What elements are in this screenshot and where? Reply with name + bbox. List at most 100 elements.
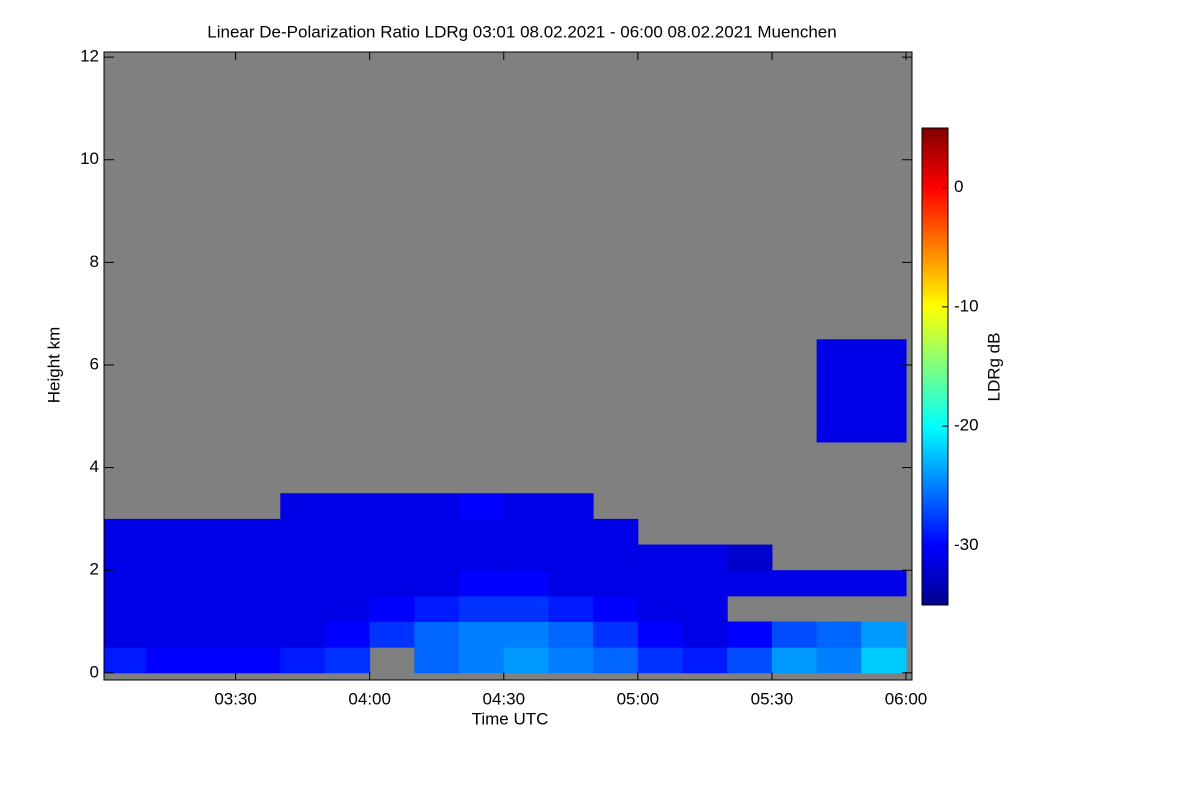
heatmap-cell [324,544,371,571]
heatmap-cell [682,544,728,571]
heatmap-cell [235,518,281,546]
heatmap-cell [280,544,326,571]
heatmap-cell [816,364,862,392]
heatmap-cell [771,621,818,648]
y-tick-label: 8 [90,252,99,271]
heatmap-cell [637,570,684,597]
heatmap-cell [816,647,862,674]
heatmap-cell [104,595,147,623]
heatmap-cell [727,621,773,648]
heatmap-cell [280,518,326,546]
heatmap-cell [816,390,862,417]
heatmap-cell [637,595,684,623]
y-tick-label: 4 [90,457,99,476]
heatmap-cell [548,621,594,648]
heatmap-cell [548,570,594,597]
heatmap-cell [459,570,505,597]
y-tick-label: 0 [90,662,99,681]
heatmap-cell [637,647,684,674]
heatmap-cell [280,647,326,674]
heatmap-cell [235,595,281,623]
heatmap-cell [324,570,371,597]
heatmap-cell [104,647,147,674]
heatmap-cell [324,647,371,674]
heatmap-cell [682,621,728,648]
heatmap-cell [593,518,639,546]
y-tick-label: 10 [80,149,99,168]
heatmap-cell [190,647,237,674]
heatmap-cell [503,647,549,674]
heatmap-cell [459,621,505,648]
heatmap-cell [593,544,639,571]
heatmap-cell [593,621,639,648]
x-tick-label: 05:30 [751,689,794,708]
heatmap-cell [682,570,728,597]
heatmap-cell [593,595,639,623]
heatmap-cell [816,416,862,443]
y-tick-label: 6 [90,354,99,373]
heatmap-cell [771,570,818,597]
heatmap-cell [861,570,907,597]
y-tick-label: 2 [90,560,99,579]
heatmap-cell [414,493,460,520]
heatmap-cell [459,647,505,674]
heatmap-cell [235,621,281,648]
heatmap-cell [146,570,192,597]
heatmap-cell [727,570,773,597]
colorbar-tick-label: -20 [954,416,979,435]
heatmap-cell [637,621,684,648]
heatmap-cell [861,647,907,674]
plot-frame [103,51,913,681]
heatmap-cell [682,595,728,623]
x-tick-label: 04:30 [482,689,525,708]
heatmap-cell [369,518,415,546]
heatmap-cell [459,518,505,546]
heatmap-cell [146,544,192,571]
heatmap-cell [190,570,237,597]
heatmap-cell [593,570,639,597]
heatmap-cell [190,544,237,571]
heatmap-cell [146,595,192,623]
heatmap-cell [414,647,460,674]
heatmap-cell [369,544,415,571]
heatmap-cell [414,621,460,648]
heatmap-cell [190,518,237,546]
colorbar-tick-label: 0 [954,177,963,196]
heatmap-cell [104,621,147,648]
x-tick-label: 06:00 [885,689,928,708]
heatmap-cell [280,621,326,648]
y-axis-label: Height km [44,327,63,404]
heatmap-cell [503,595,549,623]
heatmap-cell [369,493,415,520]
heatmap-cell [369,595,415,623]
heatmap-cell [324,621,371,648]
heatmap-cell [190,595,237,623]
colorbar-label: LDRg dB [984,333,1003,402]
heatmap-cell [190,621,237,648]
heatmap-cell [816,339,862,366]
heatmap-cell [235,544,281,571]
colorbar-tick-label: -10 [954,296,979,315]
heatmap-cell [146,621,192,648]
heatmap-cell [324,518,371,546]
heatmap-cell [682,647,728,674]
heatmap-cell [324,595,371,623]
heatmap-cell [861,390,907,417]
heatmap-cell [414,518,460,546]
x-tick-label: 05:00 [617,689,660,708]
heatmap-cell [459,544,505,571]
heatmap-cell [503,570,549,597]
heatmap-cell [637,544,684,571]
heatmap-cell [104,570,147,597]
heatmap-cell [459,493,505,520]
heatmap-cell [146,647,192,674]
heatmap-cell [593,647,639,674]
heatmap-cell [414,544,460,571]
x-tick-label: 03:30 [214,689,257,708]
heatmap-cell [548,493,594,520]
heatmap-cell [235,570,281,597]
heatmap-cell [414,595,460,623]
heatmap-cell [503,493,549,520]
heatmap-cell [146,518,192,546]
